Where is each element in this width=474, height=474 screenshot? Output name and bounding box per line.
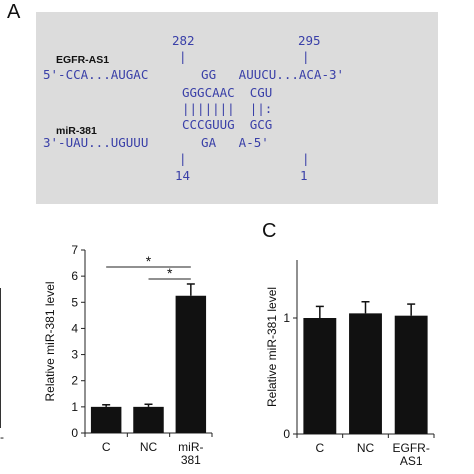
y-tick-label: 7: [71, 243, 78, 257]
cropped-panel-mark: -: [0, 430, 4, 444]
tick-14: |: [179, 151, 187, 166]
x-category-label: C: [315, 441, 324, 455]
x-category-label: 381: [181, 453, 201, 467]
base-pair-bonds: ||||||| ||:: [182, 101, 273, 116]
x-category-label: EGFR-: [392, 441, 429, 455]
position-282: 282: [172, 33, 195, 48]
y-axis-title: Relative miR-381 level: [43, 281, 57, 401]
y-tick-label: 1: [71, 400, 78, 414]
bar: [133, 406, 164, 433]
sequence-alignment-box: 282 295 | | EGFR-AS1 5'-CCA...AUGAC GG A…: [36, 12, 438, 204]
y-tick-label: 3: [71, 348, 78, 362]
x-category-label: NC: [357, 441, 375, 455]
y-tick-label: 2: [71, 374, 78, 388]
x-category-label: AS1: [400, 454, 423, 468]
lower-paired-sequence: CCCGUUG GCG: [182, 117, 273, 132]
x-category-label: miR-: [178, 440, 203, 454]
x-category-label: C: [102, 440, 111, 454]
egfr-as1-sequence: 5'-CCA...AUGAC GG AUUCU...ACA-3': [43, 67, 345, 82]
y-tick-label: 4: [71, 321, 78, 335]
egfr-as1-chart: 0 1 C NC EGFR-AS1 Relative miR-381 level: [265, 260, 435, 468]
y-axis-title: Relative miR-381 level: [265, 287, 279, 407]
position-14: 14: [175, 168, 191, 183]
significance-star: *: [167, 265, 173, 281]
y-tick-label: 0: [71, 426, 78, 440]
bar: [90, 406, 122, 433]
egfr-as1-label: EGFR-AS1: [56, 54, 110, 66]
upper-paired-sequence: GGGCAAC CGU: [182, 85, 273, 100]
x-category-label: NC: [140, 440, 158, 454]
bar: [349, 313, 382, 434]
y-tick-label: 6: [71, 269, 78, 283]
bar: [303, 318, 337, 434]
position-1: 1: [300, 168, 308, 183]
mir-381-sequence: 3'-UAU...UGUUU GA A-5': [43, 135, 269, 150]
mir-381-label: miR-381: [56, 125, 97, 137]
tick-295: |: [302, 49, 310, 64]
significance-star: *: [146, 253, 152, 269]
panel-a-letter: A: [7, 1, 21, 23]
bar: [394, 315, 428, 434]
panel-c-letter: C: [262, 220, 277, 242]
tick-282: |: [179, 49, 187, 64]
position-295: 295: [298, 33, 321, 48]
mir381-level-chart: 0 1 2 3 4 5 6 7 C NC miR-381 Relative miR-381 level…: [43, 243, 213, 467]
bar: [175, 295, 207, 433]
y-tick-label: 5: [71, 295, 78, 309]
cropped-panel-edge: [0, 288, 1, 428]
tick-1: |: [302, 151, 310, 166]
y-tick-label: 1: [283, 311, 290, 325]
y-tick-label: 0: [283, 427, 290, 441]
